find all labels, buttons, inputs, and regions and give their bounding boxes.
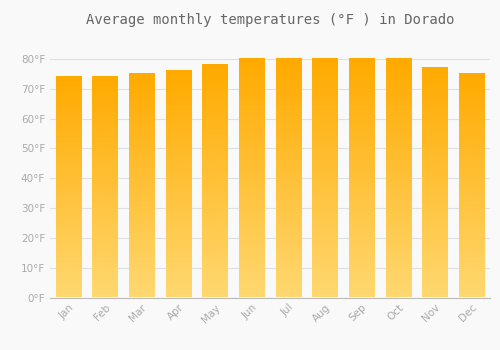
Title: Average monthly temperatures (°F ) in Dorado: Average monthly temperatures (°F ) in Do… xyxy=(86,13,454,27)
